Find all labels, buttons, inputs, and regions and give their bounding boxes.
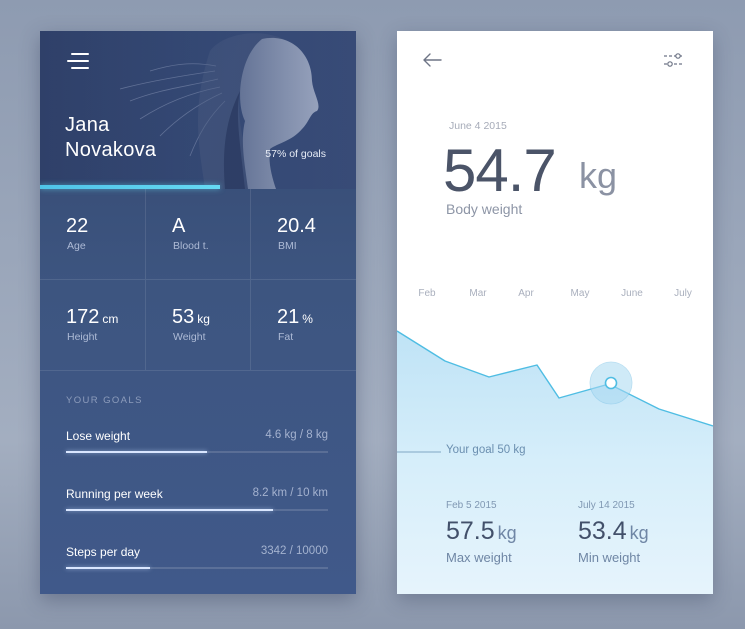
stat-unit: cm (102, 312, 119, 326)
stat-value: 22 (66, 215, 89, 237)
stat-bmi: 20.4 BMI (251, 189, 356, 280)
max-weight-value: 57.5 (446, 517, 495, 545)
goal-amount: 4.6 kg / 8 kg (265, 429, 328, 441)
min-weight-label: Min weight (578, 550, 641, 565)
goal-lose-weight[interactable]: Lose weight 4.6 kg / 8 kg (66, 429, 328, 459)
profile-name: Jana Novakova (65, 113, 156, 163)
profile-photo (40, 31, 356, 189)
stat-value: 20.4 (277, 215, 316, 237)
goal-amount: 3342 / 10000 (260, 545, 328, 557)
stat-value: 53 (172, 306, 195, 328)
goal-steps[interactable]: Steps per day 3342 / 10000 (66, 545, 328, 575)
max-weight-label: Max weight (446, 550, 512, 565)
stat-label: Fat (278, 331, 294, 343)
month-axis: Feb Mar Apr May June July (397, 288, 713, 302)
stat-blood-type: A Blood t. (146, 189, 251, 280)
month-label[interactable]: June (621, 288, 643, 299)
goal-name: Steps per day (66, 545, 141, 559)
goal-line-label: Your goal 50 kg (446, 444, 526, 456)
profile-last-name: Novakova (65, 139, 157, 161)
stat-label: Weight (173, 331, 206, 343)
max-weight-block: Feb 5 2015 57.5 kg Max weight (446, 500, 517, 565)
body-weight-unit: kg (579, 155, 618, 196)
stats-grid: 22 Age A Blood t. 20.4 BMI 172 cm Height … (40, 189, 356, 371)
selected-point (604, 376, 618, 390)
menu-icon[interactable] (67, 53, 89, 69)
filter-settings-icon[interactable] (663, 51, 685, 69)
month-label[interactable]: Mar (469, 288, 487, 299)
stat-label: Blood t. (173, 240, 209, 252)
body-weight-value: 54.7 (443, 137, 557, 204)
stat-label: Height (67, 331, 98, 343)
stat-label: Age (67, 240, 86, 252)
weight-area (397, 331, 713, 594)
month-label[interactable]: Apr (518, 288, 534, 299)
stat-unit: kg (197, 312, 210, 326)
goal-amount: 8.2 km / 10 km (252, 487, 328, 499)
goal-name: Running per week (66, 487, 163, 501)
profile-hero: Jana Novakova 57% of goals (40, 31, 356, 189)
goals-progress-bar (40, 185, 221, 189)
profile-screen: Jana Novakova 57% of goals 22 Age A Bloo… (40, 31, 356, 594)
stat-value: 172 (66, 306, 100, 328)
weight-line (397, 330, 713, 427)
body-weight-label: Body weight (446, 201, 523, 217)
max-weight-unit: kg (497, 523, 517, 543)
min-weight-value: 53.4 (578, 517, 627, 545)
stat-value: A (172, 215, 186, 237)
reading-date: June 4 2015 (449, 120, 507, 132)
goal-name: Lose weight (66, 429, 131, 443)
stat-label: BMI (278, 240, 297, 252)
stat-weight: 53 kg Weight (146, 280, 251, 371)
min-weight-date: July 14 2015 (578, 500, 635, 511)
stat-age: 22 Age (40, 189, 146, 280)
stat-height: 172 cm Height (40, 280, 146, 371)
month-label[interactable]: July (674, 288, 692, 299)
max-weight-date: Feb 5 2015 (446, 500, 497, 511)
goal-progress-fill (66, 567, 150, 569)
stat-fat: 21% Fat (251, 280, 356, 371)
goal-progress-fill (66, 451, 208, 453)
min-weight-unit: kg (629, 523, 649, 543)
weight-chart (397, 330, 713, 594)
min-weight-block: July 14 2015 53.4 kg Min weight (578, 500, 649, 565)
profile-first-name: Jana (65, 114, 110, 136)
stat-value: 21 (277, 306, 300, 328)
weight-detail-screen: June 4 2015 54.7 kg Body weight Feb Mar … (397, 31, 713, 594)
goals-completion-text: 57% of goals (265, 148, 326, 160)
goal-running[interactable]: Running per week 8.2 km / 10 km (66, 487, 328, 517)
stat-unit: % (302, 312, 313, 326)
goal-progress-fill (66, 509, 273, 511)
goals-heading: YOUR GOALS (66, 395, 143, 406)
month-label[interactable]: Feb (418, 288, 436, 299)
goal-track (66, 567, 328, 569)
back-arrow-icon[interactable] (421, 52, 443, 68)
month-label[interactable]: May (570, 288, 590, 299)
